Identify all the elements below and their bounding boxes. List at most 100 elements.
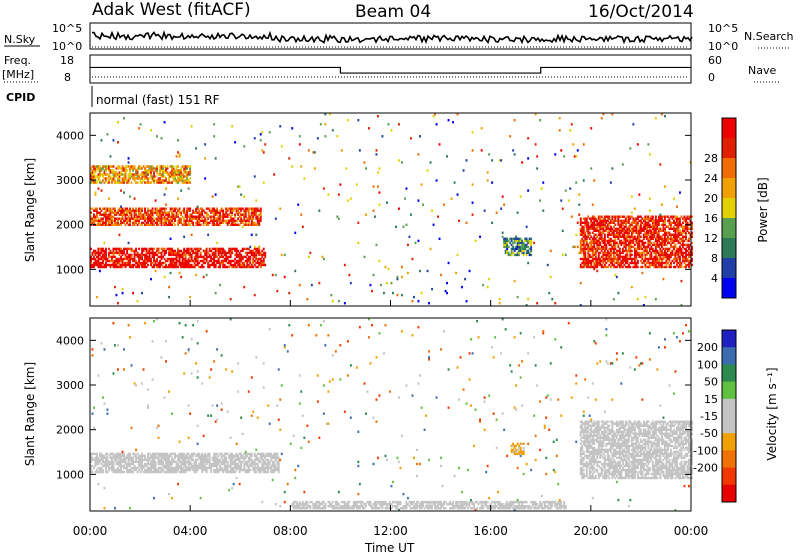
heatmap-cell xyxy=(141,263,143,267)
heatmap-cell xyxy=(585,257,588,261)
heatmap-cell xyxy=(291,334,294,337)
heatmap-cell xyxy=(648,239,651,243)
heatmap-cell xyxy=(683,255,686,259)
heatmap-cell xyxy=(426,169,429,172)
heatmap-cell xyxy=(228,247,231,251)
heatmap-cell xyxy=(324,123,327,126)
heatmap-cell xyxy=(671,253,674,257)
heatmap-cell xyxy=(600,219,603,222)
heatmap-cell xyxy=(280,253,283,257)
heatmap-cell xyxy=(264,454,267,458)
heatmap-cell xyxy=(187,165,190,168)
heatmap-cell xyxy=(648,255,651,259)
heatmap-cell xyxy=(121,207,124,210)
heatmap-cell xyxy=(147,209,149,212)
heatmap-cell xyxy=(620,227,623,230)
heatmap-cell xyxy=(163,215,166,218)
heatmap-cell xyxy=(109,169,112,172)
heatmap-cell xyxy=(608,247,611,251)
heatmap-cell xyxy=(273,470,276,474)
heatmap-cell xyxy=(108,173,110,176)
heatmap-cell xyxy=(611,215,614,218)
heatmap-cell xyxy=(339,183,342,186)
heatmap-cell xyxy=(337,193,340,196)
heatmap-cell xyxy=(205,221,208,224)
heatmap-cell xyxy=(196,464,199,468)
heatmap-cell xyxy=(564,253,567,257)
heatmap-cell xyxy=(593,237,596,240)
heatmap-cell xyxy=(133,217,136,220)
heatmap-cell xyxy=(229,298,232,301)
heatmap-cell xyxy=(609,219,612,222)
heatmap-cell xyxy=(295,507,298,510)
heatmap-cell xyxy=(139,165,142,168)
heatmap-cell xyxy=(651,249,654,253)
heatmap-cell xyxy=(587,215,590,218)
heatmap-cell xyxy=(213,259,216,263)
heatmap-cell xyxy=(207,221,210,224)
heatmap-cell xyxy=(664,233,666,236)
heatmap-cell xyxy=(129,263,131,267)
heatmap-cell xyxy=(109,209,112,212)
heatmap-cell xyxy=(506,251,509,255)
heatmap-cell xyxy=(609,239,612,243)
heatmap-cell xyxy=(267,404,270,407)
heatmap-cell xyxy=(682,255,684,259)
heatmap-cell xyxy=(262,253,265,257)
heatmap-cell xyxy=(621,249,624,253)
heatmap-cell xyxy=(111,209,113,212)
heatmap-cell xyxy=(151,251,154,255)
heatmap-cell xyxy=(226,410,229,413)
heatmap-cell xyxy=(664,235,666,238)
heatmap-cell xyxy=(639,223,642,226)
heatmap-cell xyxy=(680,215,683,218)
heatmap-cell xyxy=(177,179,179,182)
heatmap-cell xyxy=(621,235,624,238)
heatmap-cell xyxy=(169,265,172,269)
heatmap-cell xyxy=(141,167,143,170)
heatmap-cell xyxy=(198,217,201,220)
heatmap-cell xyxy=(603,249,606,253)
heatmap-cell xyxy=(144,209,146,212)
heatmap-cell xyxy=(673,233,675,236)
heatmap-cell xyxy=(109,221,112,224)
heatmap-cell xyxy=(204,468,207,472)
heatmap-cell xyxy=(214,193,217,196)
heatmap-cell xyxy=(518,239,521,243)
heatmap-cell xyxy=(256,209,259,212)
heatmap-cell xyxy=(117,141,119,144)
heatmap-cell xyxy=(151,466,154,470)
heatmap-cell xyxy=(187,456,190,460)
heatmap-cell xyxy=(118,167,121,170)
heatmap-cell xyxy=(632,225,635,228)
heatmap-cell xyxy=(667,249,669,253)
heatmap-cell xyxy=(516,237,519,240)
heatmap-cell xyxy=(126,470,128,474)
heatmap-cell xyxy=(91,173,94,176)
heatmap-cell xyxy=(187,462,190,466)
heatmap-cell xyxy=(183,221,186,224)
heatmap-cell xyxy=(279,505,282,508)
heatmap-cell xyxy=(175,265,178,269)
heatmap-cell xyxy=(190,255,193,259)
heatmap-cell xyxy=(180,175,183,178)
heatmap-cell xyxy=(685,257,687,261)
heatmap-cell xyxy=(123,470,125,474)
heatmap-cell xyxy=(114,458,116,462)
heatmap-cell xyxy=(178,249,181,253)
heatmap-cell xyxy=(136,175,139,178)
heatmap-cell xyxy=(312,151,315,154)
heatmap-cell xyxy=(237,261,240,265)
heatmap-cell xyxy=(180,189,183,192)
heatmap-cell xyxy=(181,173,184,176)
heatmap-cell xyxy=(213,468,216,472)
heatmap-cell xyxy=(148,169,151,172)
heatmap-cell xyxy=(109,454,112,458)
heatmap-cell xyxy=(252,217,255,220)
heatmap-cell xyxy=(603,263,606,267)
heatmap-cell xyxy=(118,462,121,466)
heatmap-cell xyxy=(184,255,187,259)
heatmap-cell xyxy=(231,213,234,216)
heatmap-cell xyxy=(247,219,250,222)
heatmap-cell xyxy=(207,233,210,236)
